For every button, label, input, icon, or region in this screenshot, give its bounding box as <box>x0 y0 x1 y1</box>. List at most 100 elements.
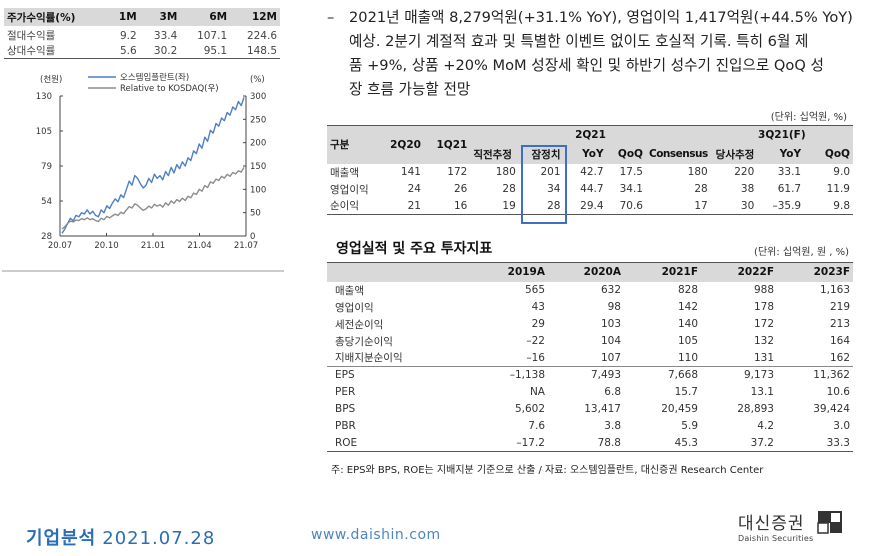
cell: 7,668 <box>624 366 701 384</box>
cell: 34 <box>547 183 561 195</box>
col-header: YoY <box>563 144 607 164</box>
logo-text-ko: 대신증권 <box>738 514 805 534</box>
cell: 38 <box>740 183 755 195</box>
table-row: PER NA 6.8 15.7 13.1 10.6 <box>327 384 853 401</box>
cell: 172 <box>447 166 468 178</box>
cell: 11.9 <box>826 183 850 195</box>
cell: 20,459 <box>661 403 698 415</box>
table-row: 매출액 565 632 828 988 1,163 <box>327 282 853 299</box>
table-row: EPS –1,138 7,493 7,668 9,173 11,362 <box>327 366 853 384</box>
cell: 142 <box>677 301 698 313</box>
cell: 37.2 <box>701 434 777 452</box>
cell: 110 <box>677 351 698 364</box>
col-header: Consensus <box>645 144 711 164</box>
daishin-logo: 대신증권 Daishin Securities <box>738 509 842 543</box>
col-header: 당사추정 <box>710 144 758 164</box>
commentary-line: 품 +9%, 상품 +20% MoM 성장세 확인 및 하반기 성수기 진입으로… <box>349 57 824 74</box>
report-date: 2021.07.28 <box>102 528 216 549</box>
col-header: 2022F <box>701 262 777 282</box>
cell: 9.0 <box>833 166 850 178</box>
returns-header: 주가수익률(%) <box>4 8 107 26</box>
row-label: 순이익 <box>327 197 377 215</box>
returns-header: 6M <box>180 8 231 26</box>
row-label: 매출액 <box>330 166 359 179</box>
cell: 565 <box>524 284 545 296</box>
cell: 103 <box>600 318 621 330</box>
cell: 219 <box>829 301 850 313</box>
table-row: 영업이익 24 26 28 34 44.7 34.1 28 38 61.7 11.9 <box>327 181 853 198</box>
cell: 107.1 <box>197 29 228 42</box>
logo-text-en: Daishin Securities <box>738 534 814 543</box>
cell: –22 <box>526 335 545 347</box>
left-tick-label: 130 <box>36 92 52 102</box>
commentary-line: 예상. 2분기 계절적 효과 및 특별한 이벤트 없이도 호실적 기록. 특히 … <box>349 33 809 50</box>
cell: 34.1 <box>619 183 643 195</box>
financials-table: 2019A 2020A 2021F 2022F 2023F 매출액 565 632 8… <box>327 262 853 452</box>
cell: 19 <box>470 197 519 215</box>
legend-label: Relative to KOSDAQ(우) <box>120 84 219 94</box>
cell: 172 <box>753 318 774 330</box>
cell: NA <box>529 386 545 398</box>
cell: 33.3 <box>777 434 853 452</box>
cell: –17.2 <box>472 434 548 452</box>
cell: 17.5 <box>619 166 643 178</box>
cell: 5,602 <box>514 403 545 415</box>
cell: 98 <box>607 301 621 313</box>
row-label: 영업이익 <box>330 183 369 196</box>
stock-returns-table: 주가수익률(%) 1M 3M 6M 12M 절대수익률 9.2 33.4 107… <box>4 8 280 59</box>
right-tick-label: 250 <box>250 115 266 125</box>
row-label: BPS <box>335 403 356 415</box>
row-label: 영업이익 <box>335 301 374 314</box>
cell: 140 <box>677 318 698 330</box>
col-header: 3Q21(F) <box>710 125 853 145</box>
cell: 29 <box>531 318 545 330</box>
cell: 10.6 <box>826 386 850 398</box>
returns-header-row: 주가수익률(%) 1M 3M 6M 12M <box>4 8 280 26</box>
col-header: QoQ <box>804 144 853 164</box>
cell: 42.7 <box>580 166 604 178</box>
x-tick-label: 21.01 <box>141 241 165 251</box>
col-header: 직전추정 <box>470 144 519 164</box>
cell: 5.6 <box>106 43 140 59</box>
x-tick-label: 20.10 <box>94 241 118 251</box>
row-label: 매출액 <box>335 284 364 297</box>
cell: 9,173 <box>701 366 777 384</box>
left-tick-label: 54 <box>41 197 52 207</box>
col-header: 2020A <box>548 262 624 282</box>
cell: 7.6 <box>528 420 545 432</box>
col-header: 2Q21 <box>470 125 711 145</box>
cell: 180 <box>687 166 708 178</box>
website-link[interactable]: www.daishin.com <box>311 527 441 543</box>
cell: 162 <box>829 351 850 364</box>
col-header <box>327 262 472 282</box>
cell: 13.1 <box>750 386 774 398</box>
cell: 1,163 <box>819 284 850 296</box>
col-header: 잠정치 <box>518 144 564 164</box>
cell: 6.8 <box>604 386 621 398</box>
right-tick-label: 300 <box>250 92 266 102</box>
row-label: 세전순이익 <box>335 318 384 331</box>
table-row: 영업이익 43 98 142 178 219 <box>327 299 853 316</box>
cell: 104 <box>600 335 621 347</box>
estimate-unit: (단위: 십억원, %) <box>770 112 847 123</box>
cell: 4.2 <box>757 420 774 432</box>
table-row: ROE –17.2 78.8 45.3 37.2 33.3 <box>327 434 853 452</box>
cell: 24 <box>407 183 421 195</box>
cell: 132 <box>753 335 774 347</box>
col-header: 구분 <box>327 125 377 164</box>
cell: 33.1 <box>777 166 802 178</box>
commentary-line: 장 흐름 가능할 전망 <box>349 81 471 98</box>
cell: 21 <box>376 197 424 215</box>
cell: 141 <box>400 166 421 178</box>
cell: 220 <box>734 166 755 178</box>
table-row: 총당기순이익 –22 104 105 132 164 <box>327 333 853 350</box>
commentary-line: 2021년 매출액 8,279억원(+31.1% YoY), 영업이익 1,41… <box>349 9 853 26</box>
quarterly-estimate-table: 구분 2Q20 1Q21 2Q21 3Q21(F) 직전추정 잠정치 YoY Q… <box>327 125 853 215</box>
cell: 148.5 <box>230 43 280 59</box>
table-row: 지배지분순이익 –16 107 110 131 162 <box>327 350 853 367</box>
cell: 절대수익률 <box>7 30 56 42</box>
right-tick-label: 0 <box>250 232 255 242</box>
cell: 상대수익률 <box>4 43 107 59</box>
cell: 33.4 <box>153 29 178 42</box>
col-header: 1Q21 <box>423 125 471 164</box>
